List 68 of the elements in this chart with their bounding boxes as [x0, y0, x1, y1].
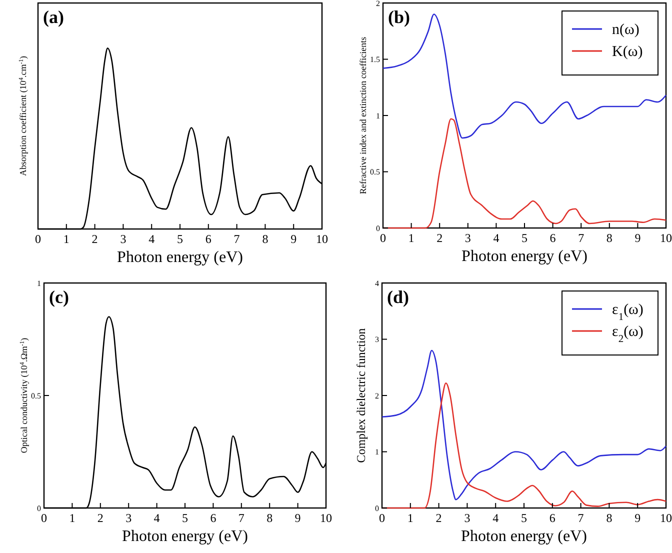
chart-title: (b)	[388, 7, 410, 27]
x-tick-label: 1	[63, 232, 70, 246]
x-tick-label: 10	[316, 232, 328, 246]
x-tick-label: 9	[290, 232, 297, 246]
x-tick-label: 1	[408, 231, 414, 245]
y-tick-label: 2	[376, 0, 380, 8]
x-tick-label: 8	[606, 511, 612, 525]
legend-label: ε$_{1}$(ω)	[612, 302, 644, 322]
x-tick-label: 6	[210, 511, 216, 525]
x-tick-label: 4	[154, 511, 160, 525]
x-tick-label: 10	[660, 511, 672, 525]
x-tick-label: 7	[238, 511, 244, 525]
x-tick-label: 9	[634, 231, 641, 245]
x-tick-label: 6	[549, 511, 556, 525]
legend-label: ε$_{2}$(ω)	[612, 324, 644, 344]
y-tick-label: 4	[375, 278, 379, 288]
x-tick-label: 4	[492, 511, 499, 525]
x-tick-label: 5	[182, 511, 188, 525]
x-tick-label: 9	[634, 511, 641, 525]
x-tick-label: 10	[660, 231, 672, 245]
x-axis-title: Photon energy (eV)	[461, 528, 587, 545]
chart-title: (c)	[49, 287, 69, 307]
legend-label: K(ω)	[612, 44, 643, 60]
x-tick-label: 7	[234, 232, 240, 246]
x-tick-label: 7	[578, 511, 584, 525]
x-axis-title: Photon energy (eV)	[462, 248, 588, 265]
x-axis-title: Photon energy (eV)	[122, 528, 248, 545]
x-tick-label: 9	[294, 511, 301, 525]
x-tick-label: 3	[126, 511, 132, 525]
x-tick-label: 7	[578, 231, 584, 245]
x-tick-label: 2	[97, 511, 104, 525]
x-tick-label: 1	[69, 511, 76, 525]
x-tick-label: 3	[464, 231, 471, 245]
x-tick-label: 8	[262, 232, 268, 246]
y-tick-label: 1	[375, 448, 379, 457]
x-tick-label: 8	[606, 231, 612, 245]
y-tick-label: 1	[376, 111, 380, 120]
y-tick-label: 0.5	[31, 391, 41, 400]
x-tick-label: 6	[550, 231, 556, 245]
x-tick-label: 2	[436, 511, 442, 525]
x-tick-label: 5	[521, 511, 527, 525]
x-tick-label: 2	[92, 232, 98, 246]
x-tick-label: 1	[407, 511, 414, 525]
x-tick-label: 8	[266, 511, 273, 525]
y-tick-label: 0	[37, 504, 41, 513]
legend-label: n(ω)	[612, 22, 640, 38]
chart-title: (a)	[43, 7, 64, 27]
y-tick-label: 1.5	[370, 55, 380, 64]
y-tick-label: 0	[375, 504, 379, 513]
y-tick-label: 0.5	[370, 168, 380, 177]
x-tick-label: 3	[464, 511, 470, 525]
x-tick-label: 5	[177, 232, 183, 246]
y-axis-title: Refractive index and extinction coefficients	[358, 36, 368, 194]
x-tick-label: 2	[436, 231, 443, 245]
chart-title: (d)	[387, 287, 410, 307]
x-tick-label: 6	[205, 232, 212, 246]
x-axis-title: Photon energy (eV)	[117, 249, 243, 266]
y-tick-label: 3	[375, 335, 379, 344]
y-tick-label: 1	[37, 278, 41, 288]
x-tick-label: 4	[493, 231, 500, 245]
x-tick-label: 5	[522, 231, 528, 245]
x-tick-label: 4	[148, 232, 155, 246]
x-tick-label: 10	[320, 511, 332, 525]
line-series	[381, 350, 667, 500]
y-tick-label: 0	[376, 224, 380, 233]
y-axis-title: Complex dielectric function	[354, 328, 368, 463]
x-tick-label: 3	[120, 232, 126, 246]
y-tick-label: 2	[375, 391, 379, 400]
